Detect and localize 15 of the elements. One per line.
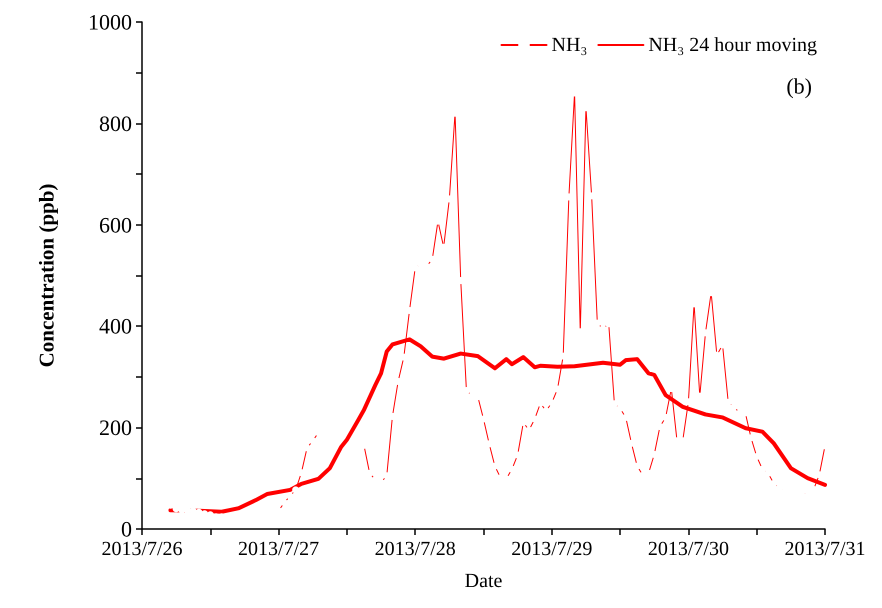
legend-label: NH₃ xyxy=(552,34,588,56)
y-tick-label: 1000 xyxy=(88,10,132,34)
y-tick-label: 400 xyxy=(99,314,132,339)
legend-label: NH₃ 24 hour moving xyxy=(648,34,818,56)
x-tick-label: 2013/7/28 xyxy=(374,538,456,560)
annotation: (b) xyxy=(786,74,812,98)
y-tick-label: 200 xyxy=(99,415,132,440)
x-tick-label: 2013/7/30 xyxy=(648,538,729,560)
x-tick-label: 2013/7/31 xyxy=(784,538,866,560)
x-tick-label: 2013/7/27 xyxy=(238,538,320,560)
y-axis-title: Concentration (ppb) xyxy=(34,184,58,368)
y-tick-label: 800 xyxy=(99,110,132,136)
x-tick-label: 2013/7/29 xyxy=(511,538,592,560)
x-axis-title: Date xyxy=(464,570,502,592)
y-tick-label: 600 xyxy=(99,212,132,238)
